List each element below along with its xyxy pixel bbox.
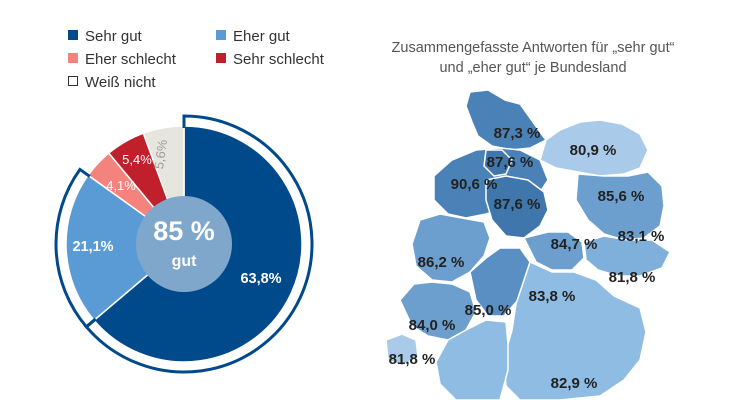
map-label-nordrhein-westfalen: 86,2 % bbox=[418, 254, 465, 271]
map-region-mecklenburg-vorpommern bbox=[539, 119, 649, 177]
pie-label-sehr-gut: 63,8% bbox=[240, 271, 281, 287]
map-region-hamburg-bremen bbox=[483, 149, 513, 177]
pie-label-sehr-schlecht: 5,4% bbox=[122, 152, 152, 167]
legend-item-sehr-schlecht: Sehr schlecht bbox=[216, 51, 324, 68]
map-region-baden-wuerttemberg bbox=[435, 319, 509, 400]
map-region-sachsen bbox=[583, 235, 671, 277]
legend-item-eher-schlecht: Eher schlecht bbox=[68, 51, 176, 68]
legend-item-eher-gut: Eher gut bbox=[216, 28, 290, 45]
legend-label: Sehr schlecht bbox=[233, 51, 324, 68]
map-label-schleswig-holstein: 87,3 % bbox=[494, 125, 541, 142]
legend-swatch bbox=[68, 53, 78, 63]
map-region-schleswig-holstein bbox=[465, 89, 547, 151]
pie-slice-eher-gut bbox=[65, 174, 186, 322]
pie-highlight-eher-gut bbox=[54, 167, 97, 329]
pie-center-value: 85 % bbox=[153, 216, 215, 246]
map-label-thueringen: 84,7 % bbox=[551, 236, 598, 253]
legend-swatch bbox=[216, 30, 226, 40]
map-region-sachsen-anhalt bbox=[485, 175, 549, 239]
map-label-mecklenburg-vorpommern: 80,9 % bbox=[570, 142, 617, 159]
map-label-hamburg-bremen: 87,6 % bbox=[487, 154, 534, 171]
map-label-bayern-south: 82,9 % bbox=[551, 375, 598, 392]
map-labels: 87,3 % 87,6 % 80,9 % 90,6 % 87,6 % 85,6 … bbox=[389, 125, 665, 392]
legend-swatch bbox=[216, 53, 226, 63]
map-label-saarland: 81,8 % bbox=[389, 351, 436, 368]
map-label-brandenburg: 85,6 % bbox=[598, 188, 645, 205]
pie-center-label: gut bbox=[172, 253, 198, 270]
map-label-hessen: 85,0 % bbox=[465, 302, 512, 319]
map-label-rheinland-pfalz: 84,0 % bbox=[409, 317, 456, 334]
pie-label-weiss-nicht: 5,6% bbox=[151, 138, 170, 170]
map-label-bayern-north: 81,8 % bbox=[609, 269, 656, 286]
legend-item-weiss-nicht: Weiß nicht bbox=[68, 74, 156, 91]
legend-swatch bbox=[68, 30, 78, 40]
map-region-nordrhein-westfalen bbox=[411, 213, 491, 283]
legend-swatch bbox=[68, 76, 78, 86]
map-title: Zusammengefasste Antworten für „sehr gut… bbox=[391, 40, 675, 76]
map-label-sachsen-anhalt: 87,6 % bbox=[494, 196, 541, 213]
legend-item-sehr-gut: Sehr gut bbox=[68, 28, 142, 45]
germany-map bbox=[385, 89, 671, 400]
map-label-niedersachsen: 90,6 % bbox=[451, 176, 498, 193]
pie-labels: 63,8% 21,1% 4,1% 5,4% 5,6% bbox=[72, 138, 281, 287]
pie-label-eher-gut: 21,1% bbox=[72, 239, 113, 255]
pie-label-eher-schlecht: 4,1% bbox=[106, 178, 136, 193]
map-label-bayern-mid: 83,8 % bbox=[529, 288, 576, 305]
map-region-rheinland-pfalz bbox=[399, 281, 477, 341]
map-label-sachsen: 83,1 % bbox=[618, 228, 665, 245]
legend-label: Weiß nicht bbox=[85, 74, 156, 91]
pie-center-circle bbox=[136, 196, 232, 292]
pie-highlight-sehr-gut bbox=[84, 114, 314, 374]
legend-label: Sehr gut bbox=[85, 28, 142, 45]
legend-label: Eher gut bbox=[233, 28, 290, 45]
map-region-brandenburg bbox=[575, 171, 665, 241]
map-region-thueringen bbox=[523, 231, 585, 271]
map-region-saarland bbox=[385, 333, 419, 367]
legend-label: Eher schlecht bbox=[85, 51, 176, 68]
